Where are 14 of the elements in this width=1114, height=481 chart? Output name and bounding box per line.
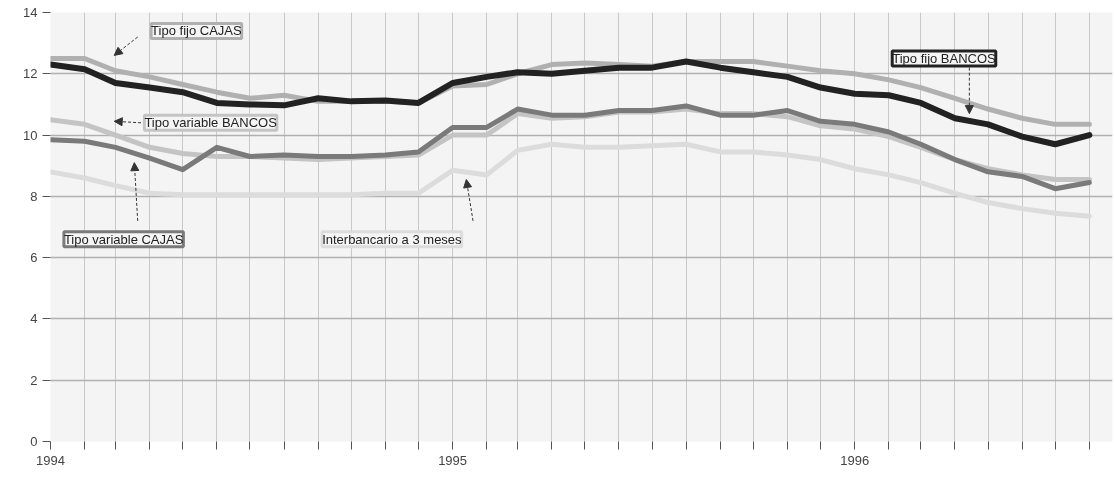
y-tick-label: 8 bbox=[30, 188, 38, 204]
x-tick-label: 1996 bbox=[840, 452, 870, 468]
y-tick-label: 12 bbox=[23, 66, 38, 82]
y-tick-label: 10 bbox=[23, 127, 38, 143]
y-tick-label: 6 bbox=[30, 250, 38, 266]
text: Interbancario a 3 meses bbox=[322, 231, 463, 247]
y-tick-label: 14 bbox=[23, 5, 38, 20]
x-tick-label: 1994 bbox=[36, 452, 65, 468]
text: Tipo fijo CAJAS bbox=[151, 23, 242, 39]
y-tick-label: 4 bbox=[30, 311, 38, 327]
y-tick-label: 0 bbox=[30, 434, 38, 449]
series-label: Tipo variable BANCOS bbox=[144, 115, 278, 131]
x-tick-label: 1995 bbox=[438, 452, 468, 468]
y-tick-label: 2 bbox=[30, 372, 38, 388]
